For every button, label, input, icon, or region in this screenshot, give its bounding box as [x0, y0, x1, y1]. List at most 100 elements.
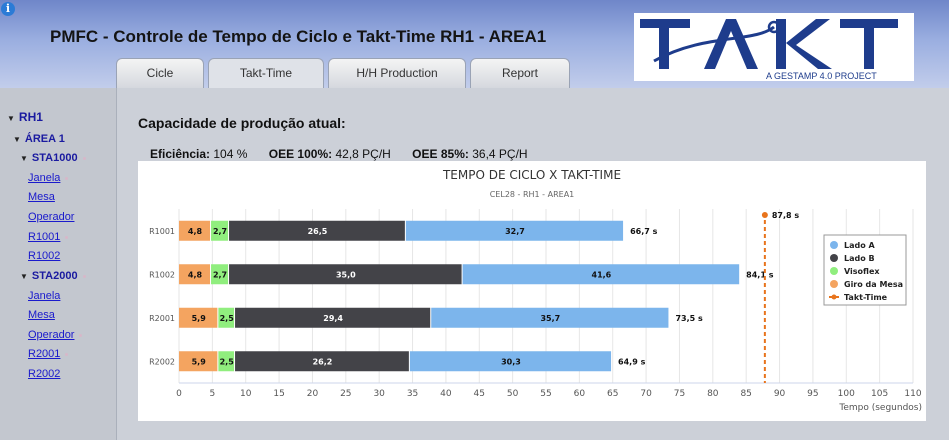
status-dot	[79, 333, 83, 337]
oee100-label: OEE 100%:	[268, 147, 333, 161]
bar-value-label: 4,8	[188, 270, 203, 279]
bar-value-label: 2,7	[213, 227, 227, 236]
tree-label: Janela	[28, 172, 61, 184]
tab-hh-production[interactable]: H/H Production	[328, 58, 466, 88]
app-header: i PMFC - Controle de Tempo de Ciclo e Ta…	[0, 0, 949, 88]
tree-node-sta1000[interactable]: ▼ STA1000	[20, 152, 86, 164]
app-title: PMFC - Controle de Tempo de Ciclo e Takt…	[50, 27, 547, 46]
bar-segment	[235, 351, 409, 372]
tree-label: RH1	[18, 110, 43, 124]
bar-total-label: 84,1 s	[746, 270, 774, 279]
tree-item-r2001[interactable]: R2001	[28, 348, 69, 360]
bar-segment	[229, 264, 462, 285]
x-axis-title: Tempo (segundos)	[838, 403, 922, 413]
x-tick-label: 0	[176, 389, 182, 399]
chart-svg: TEMPO DE CICLO X TAKT-TIME CEL28 - RH1 - …	[149, 168, 922, 413]
efficiency-label: Eficiência:	[150, 147, 211, 161]
tab-cicle[interactable]: Cicle	[116, 58, 204, 88]
bar-segment	[462, 264, 740, 285]
tree-label: R1001	[28, 231, 61, 243]
bar-segment	[409, 351, 612, 372]
legend-symbol	[830, 254, 838, 262]
status-dot	[65, 176, 69, 180]
cycle-time-chart: TEMPO DE CICLO X TAKT-TIME CEL28 - RH1 - …	[138, 161, 926, 421]
tree-node-rh1[interactable]: ▼ RH1	[7, 110, 43, 124]
oee85-value: 36,4 PÇ/H	[472, 147, 528, 161]
bar-segment	[179, 264, 211, 285]
tree-item-r2002[interactable]: R2002	[28, 368, 61, 380]
sidebar-tree	[0, 88, 117, 440]
x-tick-label: 65	[607, 389, 618, 399]
x-tick-label: 75	[674, 389, 685, 399]
bar-value-label: 26,5	[308, 227, 328, 236]
tree-item-janela[interactable]: Janela	[28, 290, 61, 302]
bar-segment	[235, 307, 431, 328]
info-icon[interactable]: i	[1, 2, 15, 16]
x-tick-label: 110	[904, 389, 921, 399]
bar-total-label: 73,5 s	[675, 314, 703, 323]
takt-time-marker	[761, 212, 768, 218]
bar-value-label: 2,5	[220, 314, 235, 323]
bar-value-label: 35,0	[336, 270, 356, 279]
x-tick-label: 25	[340, 389, 351, 399]
status-dot	[65, 235, 69, 239]
bar-value-label: 30,3	[501, 357, 521, 366]
x-tick-label: 100	[838, 389, 855, 399]
tree-label: R2001	[28, 348, 61, 360]
x-tick-label: 40	[440, 389, 452, 399]
bar-segment	[179, 220, 211, 241]
tree-node-sta2000[interactable]: ▼ STA2000	[20, 270, 86, 282]
y-category-label: R2001	[149, 314, 175, 323]
tree-item-r1001[interactable]: R1001	[28, 231, 69, 243]
bar-total-label: 66,7 s	[630, 227, 658, 236]
tree-label: Operador	[28, 329, 75, 341]
x-tick-label: 105	[871, 389, 888, 399]
logo-subtitle: A GESTAMP 4.0 PROJECT	[766, 71, 877, 81]
tree-item-mesa[interactable]: Mesa	[28, 191, 55, 203]
x-tick-label: 5	[209, 389, 215, 399]
tree-item-operador[interactable]: Operador	[28, 329, 83, 341]
bar-value-label: 2,5	[220, 357, 235, 366]
legend-symbol	[831, 294, 837, 300]
bar-value-label: 41,6	[592, 270, 612, 279]
x-tick-label: 30	[373, 389, 385, 399]
bar-value-label: 5,9	[192, 357, 207, 366]
x-tick-label: 60	[574, 389, 586, 399]
bar-value-label: 2,7	[213, 270, 227, 279]
bar-value-label: 32,7	[505, 227, 525, 236]
status-dot	[65, 352, 69, 356]
status-dot	[82, 274, 86, 278]
tree-node-area1[interactable]: ▼ ÁREA 1	[13, 133, 65, 145]
x-tick-label: 85	[740, 389, 751, 399]
tab-takt-time[interactable]: Takt-Time	[208, 58, 324, 88]
legend-item-label: Takt-Time	[844, 293, 888, 302]
legend-item-label: Visoflex	[844, 267, 880, 276]
x-tick-label: 80	[707, 389, 719, 399]
tree-item-mesa[interactable]: Mesa	[28, 309, 55, 321]
capacity-metrics: Eficiência: 104 % OEE 100%: 42,8 PÇ/H OE…	[150, 147, 528, 161]
takt-logo: A GESTAMP 4.0 PROJECT	[634, 13, 914, 81]
bar-value-label: 35,7	[540, 314, 560, 323]
chart-subtitle: CEL28 - RH1 - AREA1	[490, 190, 575, 199]
tab-report[interactable]: Report	[470, 58, 570, 88]
x-tick-label: 50	[507, 389, 519, 399]
bar-value-label: 26,2	[313, 357, 333, 366]
tree-label: ÁREA 1	[24, 133, 65, 145]
bar-segment	[218, 307, 235, 328]
tree-item-r1002[interactable]: R1002	[28, 250, 61, 262]
bar-segment	[211, 264, 229, 285]
legend-symbol	[830, 280, 838, 288]
legend-item-label: Lado B	[844, 254, 875, 263]
tree-item-operador[interactable]: Operador	[28, 211, 75, 223]
tree-item-janela[interactable]: Janela	[28, 172, 69, 184]
x-tick-label: 95	[807, 389, 818, 399]
oee100-value: 42,8 PÇ/H	[335, 147, 391, 161]
bar-segment	[211, 220, 229, 241]
x-tick-label: 20	[307, 389, 319, 399]
status-dot	[82, 156, 86, 160]
legend-symbol	[830, 267, 838, 275]
bar-segment	[431, 307, 669, 328]
legend-item-label: Lado A	[844, 241, 876, 250]
tree-label: STA2000	[31, 270, 78, 282]
efficiency-value: 104 %	[213, 147, 248, 161]
